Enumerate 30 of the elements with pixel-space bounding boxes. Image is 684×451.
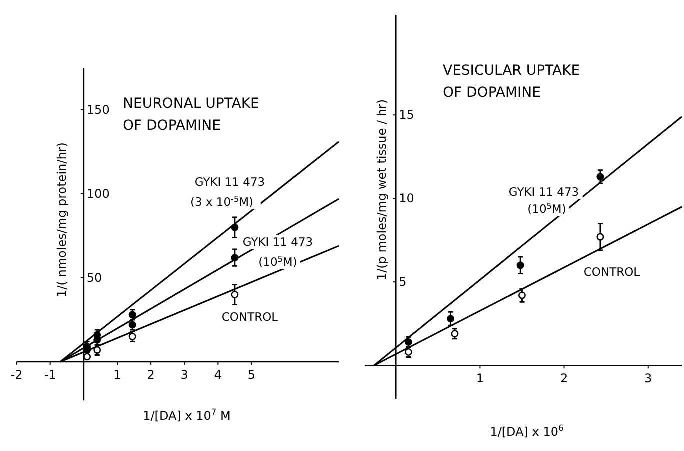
annotation: GYKI 11 473	[194, 175, 266, 189]
x-tick-label: 2	[147, 368, 155, 382]
annotation: GYKI 11 473	[508, 185, 580, 199]
annotation: CONTROL	[584, 265, 641, 279]
y-tick-label: 50	[86, 270, 102, 285]
y-tick-label: 100	[86, 186, 110, 201]
x-axis-title: 1/[DA] x 10$^{7}$ M	[143, 407, 231, 423]
y-tick-label: 15	[399, 108, 414, 122]
y-tick-label: 5	[399, 275, 407, 290]
x-tick-label: 3	[644, 372, 652, 386]
y-tick-label: 10	[399, 192, 414, 206]
annotation: (10$^{5}$M)	[528, 202, 566, 216]
y-tick-label: 150	[86, 102, 110, 117]
x-tick-label: 1	[114, 368, 122, 382]
x-tick-label: 2	[560, 372, 568, 386]
x-tick-label: 1	[476, 372, 484, 386]
annotation: GYKI 11 473	[242, 235, 314, 249]
text: VESICULAR UPTAKE OF DOPAMINE	[443, 63, 580, 101]
x-axis-title: 1/[DA] x 10$^{6}$	[490, 423, 564, 439]
y-axis-title: 1/(p moles/mg wet tissue / hr)	[375, 99, 389, 281]
annotation: (3 x 10$^{-5}$M)	[190, 194, 254, 209]
text: NEURONAL UPTAKE OF DOPAMINE	[123, 96, 260, 134]
x-tick-label: 3	[180, 368, 188, 382]
annotation: (10$^{5}$M)	[258, 254, 298, 269]
x-tick-label: -2	[10, 368, 23, 382]
y-axis-title: 1/( nmoles/mg protein/hr)	[55, 142, 69, 298]
annotation: CONTROL	[222, 310, 279, 324]
x-tick-label: -1	[44, 368, 56, 382]
x-tick-label: 5	[248, 368, 256, 382]
x-tick-label: 4	[214, 368, 222, 382]
